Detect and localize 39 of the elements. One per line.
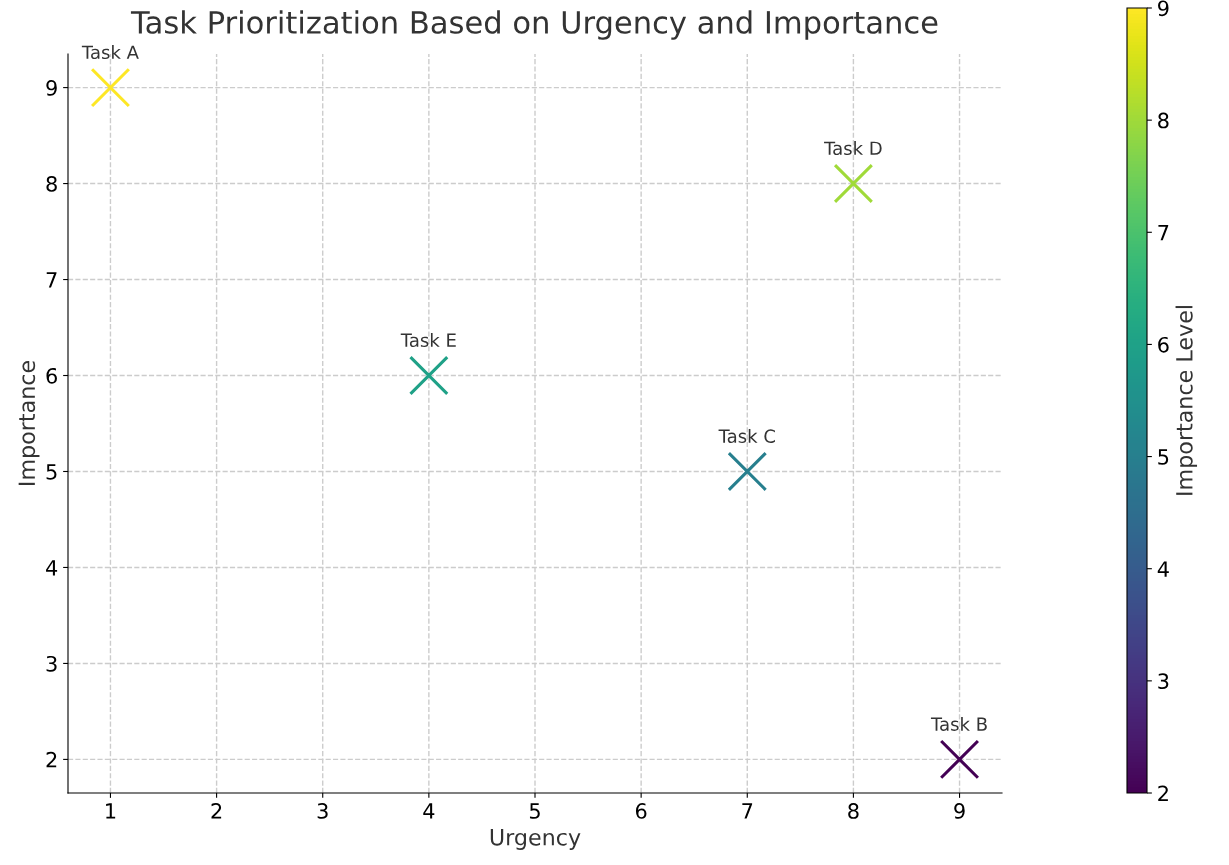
x-tick-label: 3 <box>317 803 328 819</box>
color-bar-label: 5 <box>1158 449 1169 465</box>
chart-title: Task Prioritization Based on Urgency and Importance <box>130 10 938 40</box>
x-axis-title: Urgency <box>490 829 581 850</box>
x-tick-label: 8 <box>848 803 859 819</box>
point <box>939 739 980 780</box>
color-bar-label: 2 <box>1158 785 1168 801</box>
annotation: Task E <box>400 333 456 348</box>
x-tick-label: 6 <box>635 803 647 819</box>
color-bar-label: 8 <box>1158 112 1169 129</box>
color-bar-title: Importance Level <box>1175 306 1198 495</box>
annotation: Task C <box>718 429 775 443</box>
y-tick-label: 9 <box>46 80 57 96</box>
annotation: Task D <box>824 141 882 156</box>
x-tick-label: 4 <box>423 803 435 819</box>
y-tick-label: 3 <box>46 655 57 672</box>
x-tick-label: 1 <box>106 803 116 819</box>
y-tick-label: 5 <box>46 464 57 480</box>
point <box>727 451 768 492</box>
x-tick-label: 2 <box>211 803 222 819</box>
x-tick-label: 9 <box>954 803 965 819</box>
y-tick-label: 2 <box>46 751 57 768</box>
point <box>833 163 874 204</box>
color-bar-label: 6 <box>1158 336 1169 353</box>
color-bar-label: 3 <box>1158 673 1169 690</box>
y-tick-label: 8 <box>46 176 57 192</box>
color-bar-label: 7 <box>1158 225 1169 241</box>
x-tick-label: 5 <box>529 803 540 819</box>
y-tick-label: 6 <box>46 367 57 384</box>
point <box>90 67 131 108</box>
x-tick-label: 7 <box>742 803 753 819</box>
annotation: Task A <box>81 45 139 60</box>
y-tick-label: 7 <box>46 272 57 288</box>
color-bar-label: 4 <box>1157 561 1169 577</box>
y-axis-title: Importance <box>18 361 40 485</box>
y-tick-label: 4 <box>46 560 58 576</box>
annotation: Task B <box>930 716 987 731</box>
point <box>408 355 449 396</box>
color-bar-label: 9 <box>1158 0 1169 17</box>
